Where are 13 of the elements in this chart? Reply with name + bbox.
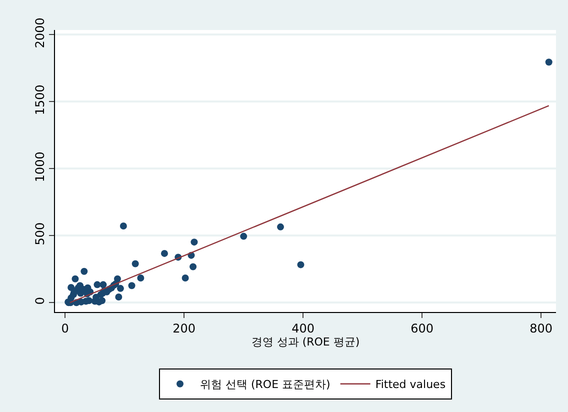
x-tick-label: 400: [292, 321, 315, 336]
x-tick-label: 600: [410, 321, 434, 336]
x-axis-title: 경영 성과 (ROE 평균): [251, 335, 360, 348]
x-tick-label: 0: [61, 321, 69, 336]
y-tick-label: 0: [33, 297, 48, 305]
legend-label: 위험 선택 (ROE 표준편차): [200, 378, 330, 392]
x-tick-label: 800: [530, 321, 553, 336]
y-tick-label: 1000: [33, 152, 48, 182]
y-tick-label: 1500: [33, 84, 48, 116]
y-tick-label: 2000: [33, 18, 48, 48]
x-tick-label: 200: [172, 321, 196, 336]
legend-label: Fitted values: [375, 378, 446, 392]
y-tick-label: 500: [33, 222, 48, 246]
